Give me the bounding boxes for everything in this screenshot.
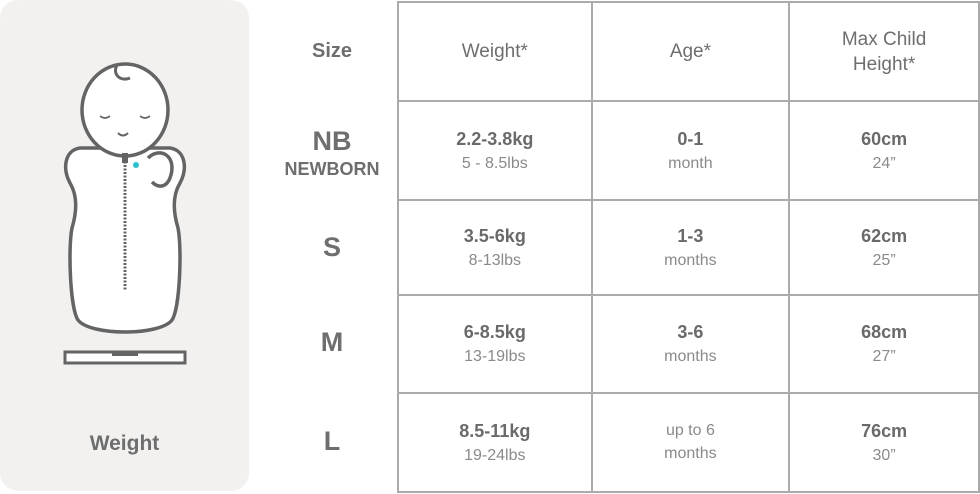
age-cell: 1-3 months xyxy=(590,199,791,296)
height-in: 27” xyxy=(872,348,896,365)
weight-lbs: 8-13lbs xyxy=(468,251,522,269)
weight-header: Weight* xyxy=(397,1,593,102)
illustration-panel: Weight xyxy=(0,0,249,491)
weight-lbs: 5 - 8.5lbs xyxy=(461,154,528,172)
height-cell: 76cm 30” xyxy=(788,392,980,493)
header-row: Weight* Age* Max Child Height* xyxy=(397,1,980,102)
height-cell: 62cm 25” xyxy=(788,199,980,296)
age-main: 1-3 xyxy=(677,225,704,246)
table-row: 3.5-6kg 8-13lbs 1-3 months 62cm 25” xyxy=(397,199,980,296)
age-unit: months xyxy=(664,251,717,269)
age-cell: up to 6 months xyxy=(590,392,791,493)
weight-kg: 3.5-6kg xyxy=(463,225,526,246)
age-main: 0-1 xyxy=(677,128,704,149)
height-cm: 60cm xyxy=(861,128,908,149)
height-header-text: Max Child Height* xyxy=(841,28,927,75)
height-cell: 60cm 24” xyxy=(788,100,980,201)
weight-cell: 2.2-3.8kg 5 - 8.5lbs xyxy=(397,100,593,201)
size-l: L xyxy=(323,426,341,456)
baby-on-scale-icon xyxy=(63,62,187,365)
age-unit: months xyxy=(664,445,717,462)
size-code: NB xyxy=(312,126,352,156)
height-header: Max Child Height* xyxy=(788,1,980,102)
height-cm: 62cm xyxy=(861,225,908,246)
height-in: 25” xyxy=(872,251,896,269)
height-in: 30” xyxy=(872,446,896,464)
age-cell: 0-1 month xyxy=(590,100,791,201)
size-name: NEWBORN xyxy=(284,159,380,179)
height-cell: 68cm 27” xyxy=(788,294,980,394)
weight-kg: 6-8.5kg xyxy=(463,322,526,342)
age-main: up to 6 xyxy=(665,422,715,439)
weight-lbs: 19-24lbs xyxy=(464,446,526,464)
size-nb: NB NEWBORN xyxy=(268,126,396,180)
age-unit: month xyxy=(668,154,713,172)
weight-lbs: 13-19lbs xyxy=(464,348,526,365)
age-header: Age* xyxy=(590,1,791,102)
height-in: 24” xyxy=(872,154,896,172)
size-header: Size xyxy=(311,40,353,62)
size-s: S xyxy=(322,232,341,262)
age-main: 3-6 xyxy=(677,322,704,342)
age-unit: months xyxy=(664,348,717,365)
table-row: 6-8.5kg 13-19lbs 3-6 months 68cm 27” xyxy=(397,294,980,394)
size-m: M xyxy=(320,327,344,357)
weight-kg: 8.5-11kg xyxy=(459,420,531,441)
weight-kg: 2.2-3.8kg xyxy=(456,128,534,149)
weight-cell: 6-8.5kg 13-19lbs xyxy=(397,294,593,394)
illustration-label: Weight xyxy=(89,432,160,455)
height-cm: 76cm xyxy=(861,420,908,441)
size-table: Weight* Age* Max Child Height* 2.2-3.8kg… xyxy=(397,1,980,493)
age-cell: 3-6 months xyxy=(590,294,791,394)
weight-cell: 8.5-11kg 19-24lbs xyxy=(397,392,593,493)
table-row: 2.2-3.8kg 5 - 8.5lbs 0-1 month 60cm 24” xyxy=(397,100,980,201)
weight-cell: 3.5-6kg 8-13lbs xyxy=(397,199,593,296)
table-row: 8.5-11kg 19-24lbs up to 6 months 76cm 30” xyxy=(397,392,980,493)
height-cm: 68cm xyxy=(861,322,908,342)
